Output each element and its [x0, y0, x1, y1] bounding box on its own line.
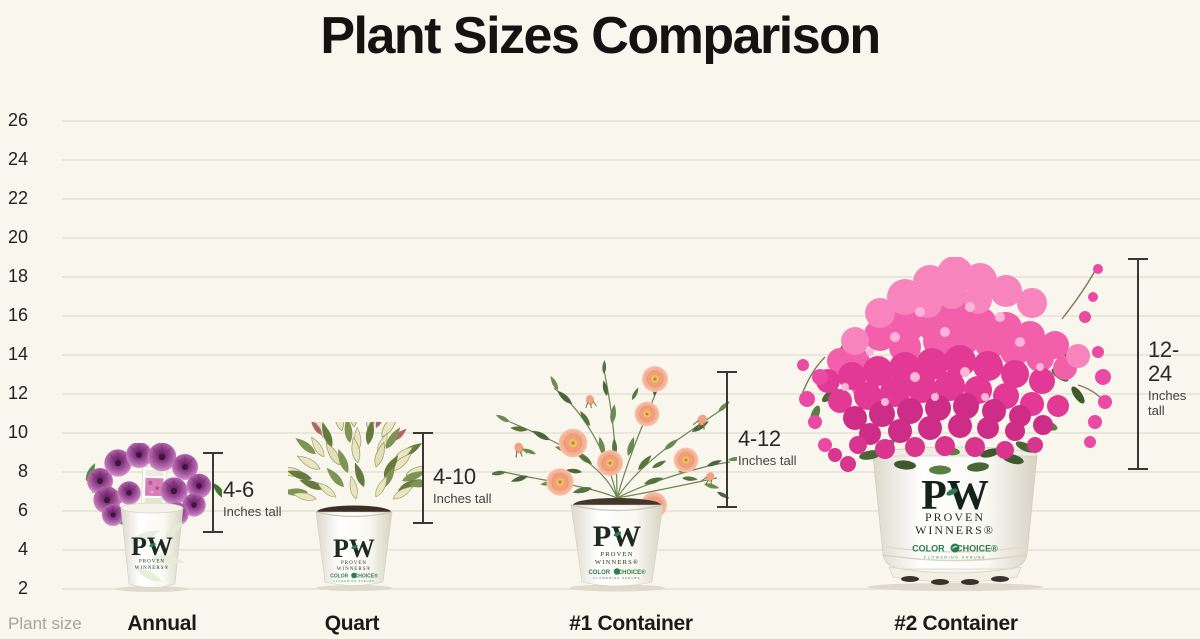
y-axis-tick-16: 16 [7, 305, 28, 325]
range-value-quart: 4-10 [433, 464, 476, 489]
y-axis-tick-22: 22 [7, 188, 28, 208]
container1-pot: PW PROVEN WINNERS® COLOR CHOICE® FLOWERI… [570, 498, 664, 587]
container2-pot-shadow [867, 583, 1043, 591]
quart-plant-image: PW PROVEN WINNERS® COLOR CHOICE® FLOWERI… [288, 422, 423, 591]
y-axis-tick-18: 18 [7, 266, 28, 286]
container1-plant-image: PW PROVEN WINNERS® COLOR CHOICE® FLOWERI… [492, 360, 737, 592]
gridline-24 [62, 159, 1200, 161]
measure-bracket-annual [203, 452, 223, 533]
container1-pot-flowering-shrubs-text: FLOWERING SHRUBS [594, 576, 641, 580]
category-label-container2: #2 Container [894, 612, 1018, 635]
gridline-12 [62, 393, 1200, 395]
container2-pot-flowering-shrubs-text: FLOWERING SHRUBS [924, 556, 986, 560]
container2-pot-proven-text: PROVEN [925, 510, 985, 524]
y-axis-tick-10: 10 [7, 422, 28, 442]
measure-bracket-quart [413, 432, 433, 524]
category-label-annual: Annual [127, 612, 197, 635]
gridline-18 [62, 276, 1200, 278]
quart-pot-flowering-shrubs-text: FLOWERING SHRUBS [333, 580, 374, 583]
y-axis-tick-26: 26 [7, 110, 28, 130]
container1-pot-proven-text: PROVEN [600, 551, 633, 558]
range-label-quart: 4-10 Inches tall [433, 464, 492, 507]
gridline-14 [62, 354, 1200, 356]
range-unit-container2: Inches tall [1148, 388, 1187, 418]
range-value-annual: 4-6 [223, 477, 254, 502]
container1-pot-winners-text: WINNERS® [595, 559, 639, 566]
quart-pot-colorchoice-badge: COLOR CHOICE® [330, 573, 378, 580]
range-value-container1: 4-12 [738, 426, 781, 451]
container1-pot-pw-logo: PW [593, 520, 641, 553]
gridline-10 [62, 432, 1200, 434]
measure-bracket-container2 [1128, 258, 1148, 470]
gridline-26 [62, 120, 1200, 122]
y-axis-tick-2: 2 [17, 578, 28, 598]
annual-pot-shadow [116, 586, 188, 592]
quart-pot: PW PROVEN WINNERS® COLOR CHOICE® FLOWERI… [315, 505, 393, 586]
y-axis-tick-24: 24 [7, 149, 28, 169]
quart-pot-winners-text: WINNERS® [337, 566, 372, 572]
range-unit-quart: Inches tall [433, 491, 492, 506]
y-axis-tick-20: 20 [7, 227, 28, 247]
annual-pot-proven-text: PROVEN [139, 560, 165, 565]
container2-pot-colorchoice-badge: COLOR CHOICE® [912, 544, 998, 554]
range-unit-annual: Inches tall [223, 504, 282, 519]
category-label-container1: #1 Container [569, 612, 693, 635]
annual-pot: PW PROVEN WINNERS® [120, 502, 186, 588]
container1-pot-shadow [569, 584, 665, 592]
x-axis-title: Plant size [8, 614, 82, 633]
quart-foliage [288, 422, 423, 504]
gridline-16 [62, 315, 1200, 317]
gridline-8 [62, 471, 1200, 473]
measure-bracket-container1 [717, 371, 737, 508]
y-axis-tick-12: 12 [7, 383, 28, 403]
range-unit-container1: Inches tall [738, 453, 797, 468]
category-label-quart: Quart [324, 612, 380, 635]
annual-pot-winners-text: WINNERS® [135, 565, 170, 571]
y-axis-tick-6: 6 [17, 500, 28, 520]
container2-pot: PW PROVEN WINNERS® COLOR CHOICE® FLOWERI… [872, 446, 1038, 585]
container2-flowers [797, 257, 1112, 472]
annual-plant-image: PW PROVEN WINNERS® [83, 443, 222, 592]
y-axis-tick-8: 8 [17, 461, 28, 481]
y-axis-tick-4: 4 [17, 539, 28, 559]
quart-pot-shadow [316, 585, 392, 591]
gridline-20 [62, 237, 1200, 239]
container1-pot-colorchoice-badge: COLOR CHOICE® [588, 569, 646, 576]
range-label-container2: 12-24 Inches tall [1148, 337, 1200, 419]
container2-pot-pw-logo: PW [921, 473, 989, 519]
y-axis-tick-14: 14 [7, 344, 28, 364]
container2-pot-winners-text: WINNERS® [915, 523, 995, 537]
container2-plant-image: PW PROVEN WINNERS® COLOR CHOICE® FLOWERI… [797, 257, 1112, 591]
gridline-22 [62, 198, 1200, 200]
quart-pot-proven-text: PROVEN [341, 561, 367, 566]
range-value-container2: 12-24 [1148, 337, 1179, 386]
range-label-container1: 4-12 Inches tall [738, 426, 797, 469]
range-label-annual: 4-6 Inches tall [223, 477, 282, 520]
page-title: Plant Sizes Comparison [320, 7, 881, 65]
